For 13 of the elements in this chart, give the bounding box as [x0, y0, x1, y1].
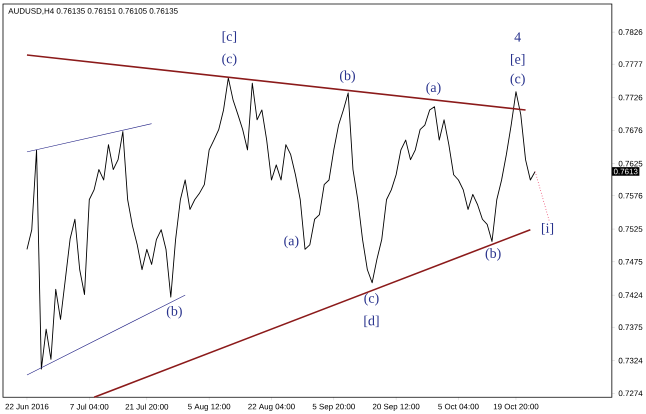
annotation: (b) [166, 306, 182, 318]
annotation: (c) [364, 292, 379, 306]
annotation: (b) [486, 248, 501, 261]
annotation: [e] [510, 54, 524, 66]
annotation: (b) [340, 70, 355, 83]
annotation: 4 [514, 32, 521, 42]
annotation: (c) [510, 73, 525, 86]
annotation: (c) [222, 53, 236, 66]
annotation: [d] [364, 315, 379, 327]
annotation: (a) [284, 235, 298, 248]
annotation: [i] [542, 222, 554, 234]
annotation: [c] [222, 31, 236, 43]
annotation: (a) [426, 82, 441, 95]
